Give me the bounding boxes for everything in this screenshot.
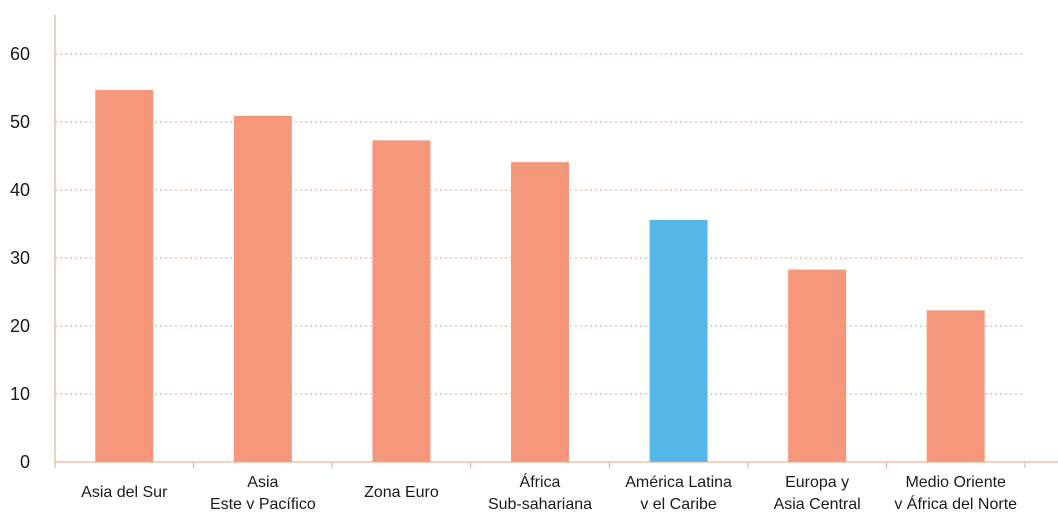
bar xyxy=(788,269,847,462)
x-category-label: Asia del Sur xyxy=(81,484,168,501)
x-category-label: Medio Oriente v África del Norte xyxy=(894,474,1017,513)
y-tick-label: 0 xyxy=(20,452,30,472)
x-category-label-line: Este v Pacífico xyxy=(210,496,316,513)
bar xyxy=(372,140,431,463)
x-category-label: Zona Euro xyxy=(364,484,439,501)
bar xyxy=(511,162,569,462)
y-tick-labels: 0 10 20 30 40 50 60 xyxy=(10,44,30,472)
x-category-label-line: v el Caribe xyxy=(640,496,717,513)
x-category-label-line: Europa y xyxy=(785,474,849,491)
bar xyxy=(926,310,985,462)
x-tick-marks xyxy=(54,462,1026,468)
y-tick-label: 20 xyxy=(10,316,30,336)
x-category-label-line: África xyxy=(520,472,561,491)
x-category-label: África Sub-sahariana xyxy=(488,472,592,513)
x-category-labels: Asia del Sur Asia Este v Pacífico Zona Euro… xyxy=(81,472,1017,513)
bar xyxy=(233,115,292,462)
x-category-label-line: Sub-sahariana xyxy=(488,496,592,513)
bar xyxy=(95,90,154,462)
x-category-label-line: América Latina xyxy=(625,474,732,491)
bar xyxy=(649,219,708,462)
x-category-label: América Latina v el Caribe xyxy=(625,474,732,513)
bars xyxy=(95,90,985,463)
x-category-label-line: Medio Oriente xyxy=(905,474,1006,491)
axes xyxy=(54,15,1058,463)
x-category-label: Asia Este v Pacífico xyxy=(210,474,316,513)
y-tick-label: 50 xyxy=(10,112,30,132)
x-category-label-line: v África del Norte xyxy=(894,494,1017,513)
x-category-label: Europa y Asia Central xyxy=(774,474,861,513)
y-tick-label: 60 xyxy=(10,44,30,64)
y-tick-label: 30 xyxy=(10,248,30,268)
x-category-label-line: Asia Central xyxy=(774,496,861,513)
x-category-label-line: Asia xyxy=(247,474,278,491)
y-tick-label: 40 xyxy=(10,180,30,200)
y-tick-label: 10 xyxy=(10,384,30,404)
